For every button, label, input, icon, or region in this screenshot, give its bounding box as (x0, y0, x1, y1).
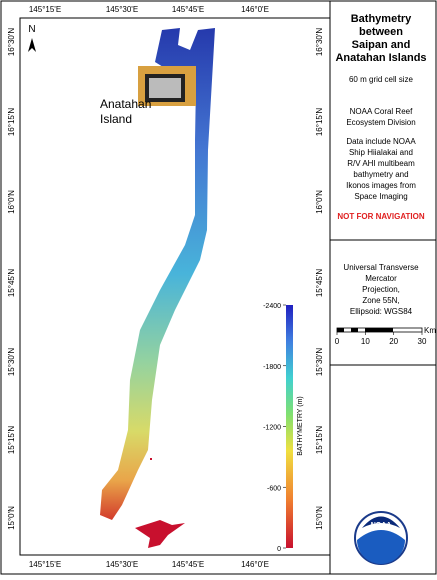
scale-tick-label: 30 (418, 337, 427, 346)
colorbar (286, 305, 293, 548)
panel-title: Anatahan Islands (335, 52, 426, 64)
lat-label: 15°0'N (315, 506, 324, 530)
division-text: Ecosystem Division (346, 118, 415, 127)
bathymetry-swath (100, 28, 215, 520)
division-text: NOAA Coral Reef (350, 107, 413, 116)
lon-label: 145°45'E (172, 560, 204, 569)
projection-text: Universal Transverse (343, 263, 419, 272)
lat-label: 16°15'N (315, 108, 324, 137)
scale-unit: Km (424, 326, 436, 335)
lat-label: 15°45'N (315, 269, 324, 298)
lat-label: 16°0'N (315, 190, 324, 214)
scale-bar-segment (365, 328, 393, 332)
lat-label: 16°0'N (7, 190, 16, 214)
cell-size: 60 m grid cell size (349, 75, 414, 84)
scale-tick-label: 20 (389, 337, 398, 346)
projection-text: Zone 55N, (362, 296, 399, 305)
scale-tick-label: 0 (335, 337, 340, 346)
logo-text: NOAA (371, 522, 392, 529)
north-arrow (28, 38, 36, 52)
colorbar-tick-label: 0 (277, 546, 281, 553)
lat-label: 15°30'N (315, 348, 324, 377)
place-label: Anatahan (100, 97, 151, 111)
warning: NOT FOR NAVIGATION (337, 212, 424, 221)
lat-label: 15°30'N (7, 348, 16, 377)
island-image (149, 78, 181, 98)
data-note: Space Imaging (354, 192, 407, 201)
lon-label: 145°30'E (106, 5, 138, 14)
data-note: Data include NOAA (346, 137, 416, 146)
colorbar-tick-label: -600 (267, 485, 281, 492)
noaa-logo-wave (357, 530, 405, 564)
lat-label: 15°15'N (315, 426, 324, 455)
panel-title: between (359, 26, 403, 38)
colorbar-title: BATHYMETRY (m) (297, 396, 304, 456)
place-label: Island (100, 112, 132, 126)
colorbar-tick-label: -1200 (263, 425, 281, 432)
lat-label: 15°45'N (7, 269, 16, 298)
shallow-area (135, 520, 185, 548)
shallow-area (150, 458, 152, 460)
colorbar-tick-label: -2400 (263, 303, 281, 310)
lat-label: 16°30'N (315, 28, 324, 57)
projection-text: Mercator (365, 274, 397, 283)
scale-bar-segment (337, 328, 344, 332)
lat-label: 16°30'N (7, 28, 16, 57)
projection-text: Projection, (362, 285, 400, 294)
lon-label: 146°0'E (241, 5, 269, 14)
scale-tick-label: 10 (361, 337, 370, 346)
projection-text: Ellipsoid: WGS84 (350, 307, 413, 316)
north-label: N (28, 24, 35, 35)
lat-label: 16°15'N (7, 108, 16, 137)
lon-label: 145°30'E (106, 560, 138, 569)
data-note: bathymetry and (353, 170, 408, 179)
colorbar-tick-label: -1800 (263, 364, 281, 371)
noaa-logo-bird (362, 516, 400, 528)
lon-label: 145°45'E (172, 5, 204, 14)
lat-label: 15°15'N (7, 426, 16, 455)
data-note: R/V AHI multibeam (347, 159, 415, 168)
scale-bar-segment (351, 328, 358, 332)
lon-label: 146°0'E (241, 560, 269, 569)
data-note: Ikonos images from (346, 181, 416, 190)
data-note: Ship Hiialakai and (349, 148, 413, 157)
panel-title: Saipan and (352, 39, 411, 51)
panel-title: Bathymetry (351, 13, 412, 25)
lon-label: 145°15'E (29, 5, 61, 14)
lat-label: 15°0'N (7, 506, 16, 530)
lon-label: 145°15'E (29, 560, 61, 569)
